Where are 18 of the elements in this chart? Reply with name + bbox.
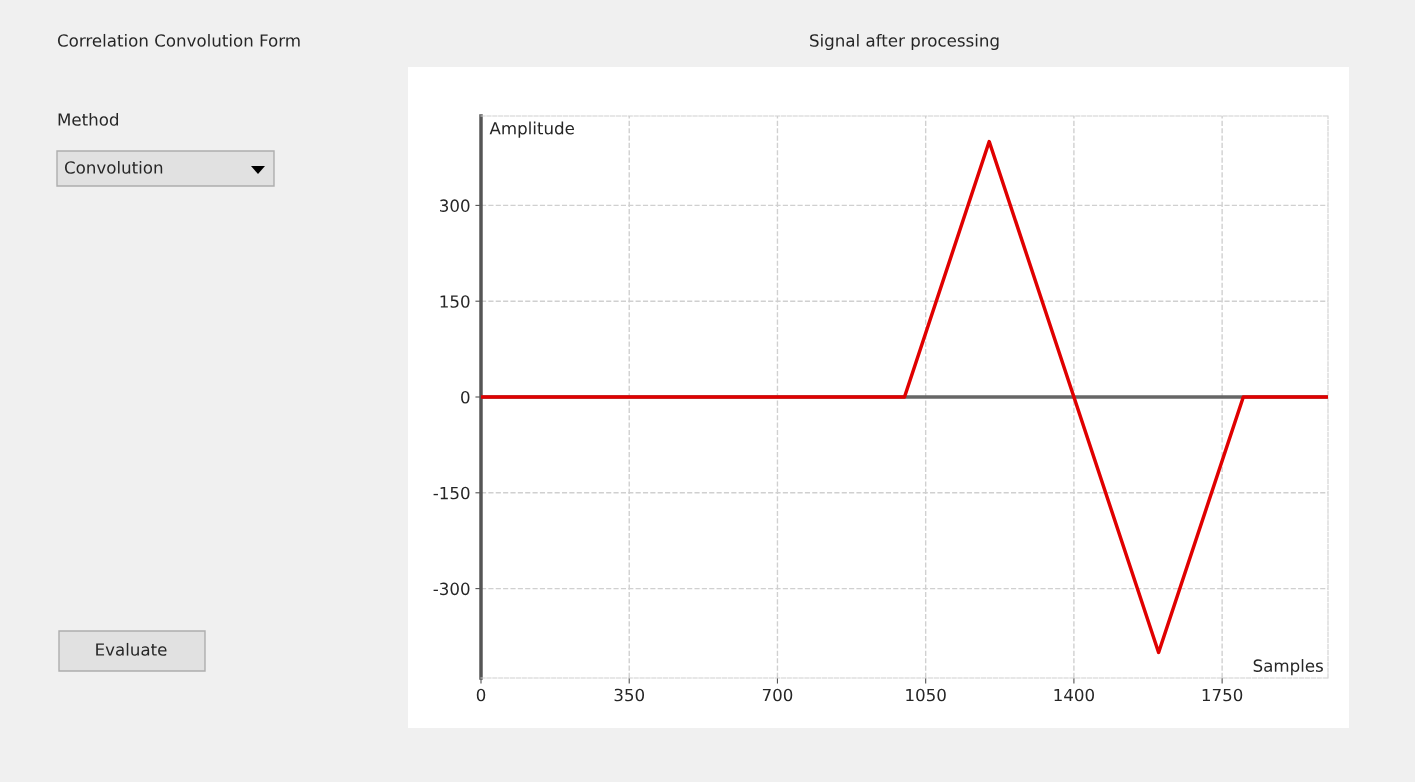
y-tick-label: 150	[440, 295, 470, 308]
x-axis-title: Samples	[1253, 659, 1323, 676]
x-tick-label: 1750	[1202, 688, 1243, 702]
x-tick-label: 1050	[906, 688, 946, 702]
x-tick-label: 700	[762, 688, 793, 702]
x-tick-label: 0	[476, 688, 486, 702]
y-tick-label: 0	[461, 390, 470, 404]
text: Evaluate	[96, 642, 167, 656]
chart-title: Signal after processing	[810, 33, 999, 51]
x-tick-label: 1400	[1054, 688, 1094, 702]
y-axis-title: Amplitude	[489, 121, 574, 138]
text: Correlation Convolution Form	[57, 33, 300, 47]
y-tick-label: -300	[433, 582, 470, 596]
y-tick-label: -150	[433, 486, 470, 500]
x-tick-label: 350	[614, 688, 645, 702]
y-tick-label: 300	[440, 199, 470, 212]
text: Convolution	[64, 160, 163, 174]
text: Method	[58, 112, 118, 126]
